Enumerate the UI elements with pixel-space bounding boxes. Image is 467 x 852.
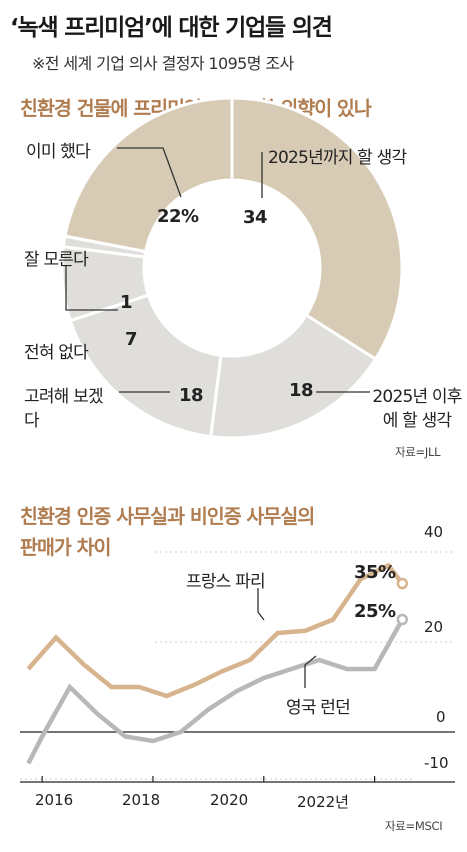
x-tick-label: 2020 xyxy=(210,791,249,809)
series-end-marker xyxy=(396,613,409,626)
donut-source: 자료=JLL xyxy=(395,445,441,459)
series-label-london: 영국 런던 xyxy=(286,698,351,718)
series-end-label-london: 25% xyxy=(354,601,396,622)
y-tick-label: 40 xyxy=(424,523,444,541)
x-tick-label: 2016 xyxy=(35,791,74,809)
leader-line xyxy=(304,655,317,688)
slice-label-consider: 고려해 보겠다 xyxy=(24,387,104,431)
slice-label-already: 이미 했다 xyxy=(26,142,91,162)
slice-value-consider: 18 xyxy=(179,385,204,406)
y-tick-label: 20 xyxy=(424,618,444,636)
slice-value-none: 7 xyxy=(125,329,138,350)
slice-value-unknown: 1 xyxy=(120,292,133,313)
donut-slice xyxy=(230,96,404,362)
series-label-paris: 프랑스 파리 xyxy=(186,572,266,592)
slice-value-after-2025: 18 xyxy=(289,380,314,401)
x-tick-label: 2022년 xyxy=(297,793,349,811)
donut-slice xyxy=(209,313,378,440)
donut-slice xyxy=(68,293,223,439)
slice-label-after-2025: 2025년 이후에 할 생각 xyxy=(372,387,462,431)
donut-slice xyxy=(63,96,234,254)
leader-line xyxy=(257,588,265,621)
page-title: ‘녹색 프리미엄’에 대한 기업들 의견 xyxy=(10,15,333,41)
y-tick-label: 0 xyxy=(436,708,446,726)
series-line xyxy=(26,562,405,699)
leader-line xyxy=(65,265,118,311)
leader-line xyxy=(117,147,182,198)
page-subtitle: ※전 세계 기업 의사 결정자 1095명 조사 xyxy=(32,54,294,73)
line-chart-title: 친환경 인증 사무실과 비인증 사무실의 xyxy=(20,505,315,528)
series-end-label-paris: 35% xyxy=(354,562,396,583)
x-tick-label: 2018 xyxy=(122,791,161,809)
series-end-marker xyxy=(396,577,409,590)
line-source: 자료=MSCI xyxy=(385,819,443,833)
series-line xyxy=(26,618,405,765)
slice-value-already: 22% xyxy=(157,206,199,227)
slice-value-by-2025: 34 xyxy=(243,207,268,228)
line-chart-title-2: 판매가 차이 xyxy=(20,536,111,559)
slice-label-by-2025: 2025년까지 할 생각 xyxy=(268,148,407,168)
slice-label-none: 전혀 없다 xyxy=(24,343,89,363)
y-tick-label: -10 xyxy=(424,754,449,772)
slice-label-unknown: 잘 모른다 xyxy=(24,250,89,270)
